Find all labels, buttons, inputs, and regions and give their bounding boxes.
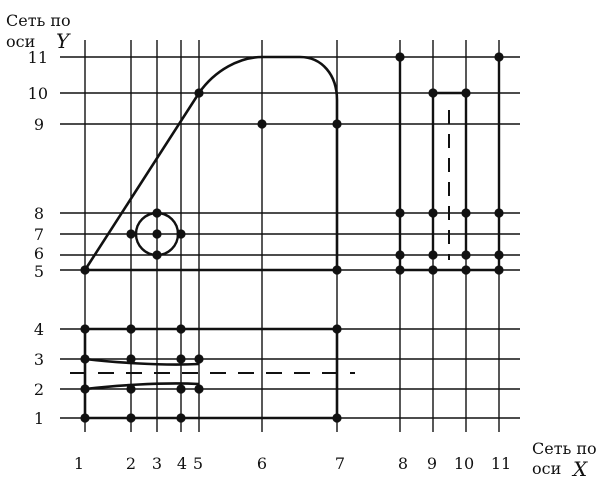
vertical-grid-lines bbox=[84, 40, 500, 432]
node-point bbox=[80, 413, 90, 423]
node-point bbox=[332, 413, 342, 423]
node-point bbox=[332, 265, 342, 275]
y-tick-label: 11 bbox=[28, 48, 48, 67]
node-point bbox=[395, 208, 405, 218]
node-point bbox=[126, 384, 136, 394]
node-point bbox=[395, 250, 405, 260]
node-point bbox=[152, 229, 162, 239]
x-tick-label: 1 bbox=[74, 454, 84, 473]
node-point bbox=[194, 88, 204, 98]
node-point bbox=[257, 119, 267, 129]
node-point bbox=[126, 324, 136, 334]
x-caption-line2: оси bbox=[532, 459, 561, 478]
x-axis-caption: Сеть по оси X bbox=[532, 439, 597, 481]
x-tick-labels: 1 2 3 4 5 6 7 8 9 10 11 bbox=[74, 454, 511, 473]
y-tick-label: 4 bbox=[34, 320, 44, 339]
y-tick-label: 5 bbox=[34, 262, 44, 281]
node-point bbox=[176, 384, 186, 394]
x-tick-label: 6 bbox=[257, 454, 267, 473]
node-point bbox=[332, 324, 342, 334]
node-point bbox=[152, 208, 162, 218]
node-point bbox=[494, 250, 504, 260]
node-point bbox=[494, 52, 504, 62]
node-point bbox=[176, 324, 186, 334]
node-point bbox=[428, 250, 438, 260]
node-point bbox=[126, 354, 136, 364]
node-point bbox=[194, 384, 204, 394]
node-point bbox=[194, 354, 204, 364]
node-point bbox=[126, 229, 136, 239]
node-point bbox=[461, 265, 471, 275]
node-point bbox=[494, 265, 504, 275]
x-tick-label: 3 bbox=[152, 454, 162, 473]
node-point bbox=[332, 119, 342, 129]
lower-wave-y2 bbox=[84, 382, 200, 391]
node-point bbox=[176, 354, 186, 364]
x-tick-label: 5 bbox=[193, 454, 203, 473]
node-point bbox=[461, 88, 471, 98]
node-point bbox=[428, 88, 438, 98]
y-tick-label: 6 bbox=[34, 244, 44, 263]
x-tick-label: 4 bbox=[177, 454, 187, 473]
y-tick-label: 1 bbox=[34, 409, 44, 428]
node-point bbox=[80, 265, 90, 275]
y-axis-letter: Y bbox=[56, 29, 71, 53]
node-point bbox=[80, 354, 90, 364]
y-tick-labels: 1 2 3 4 5 6 7 8 9 10 11 bbox=[28, 48, 48, 428]
node-point bbox=[395, 265, 405, 275]
y-caption-line1: Сеть по bbox=[6, 11, 71, 30]
node-point bbox=[461, 250, 471, 260]
y-tick-label: 7 bbox=[34, 225, 44, 244]
node-point bbox=[494, 208, 504, 218]
x-tick-label: 7 bbox=[335, 454, 345, 473]
lower-wave-y3 bbox=[84, 357, 200, 366]
node-point bbox=[176, 413, 186, 423]
y-tick-label: 10 bbox=[28, 84, 48, 103]
upper-contour bbox=[82, 55, 339, 272]
node-point bbox=[461, 208, 471, 218]
x-caption-line1: Сеть по bbox=[532, 439, 597, 458]
node-point bbox=[80, 324, 90, 334]
y-tick-label: 9 bbox=[34, 115, 44, 134]
x-tick-label: 8 bbox=[398, 454, 408, 473]
y-axis-caption: Сеть по оси Y bbox=[6, 11, 71, 53]
node-point bbox=[428, 208, 438, 218]
y-tick-label: 2 bbox=[34, 380, 44, 399]
node-point bbox=[152, 250, 162, 260]
node-point bbox=[395, 52, 405, 62]
node-points bbox=[80, 52, 504, 423]
x-tick-label: 11 bbox=[491, 454, 511, 473]
y-tick-label: 3 bbox=[34, 350, 44, 369]
y-caption-line2: оси bbox=[6, 32, 35, 51]
x-tick-label: 2 bbox=[126, 454, 136, 473]
node-point bbox=[428, 265, 438, 275]
x-tick-label: 10 bbox=[454, 454, 474, 473]
x-axis-letter: X bbox=[571, 457, 588, 481]
x-tick-label: 9 bbox=[427, 454, 437, 473]
node-point bbox=[176, 229, 186, 239]
y-tick-label: 8 bbox=[34, 204, 44, 223]
node-point bbox=[80, 384, 90, 394]
node-point bbox=[126, 413, 136, 423]
right-frame bbox=[398, 57, 501, 272]
triangle-arch-outline bbox=[82, 55, 339, 272]
